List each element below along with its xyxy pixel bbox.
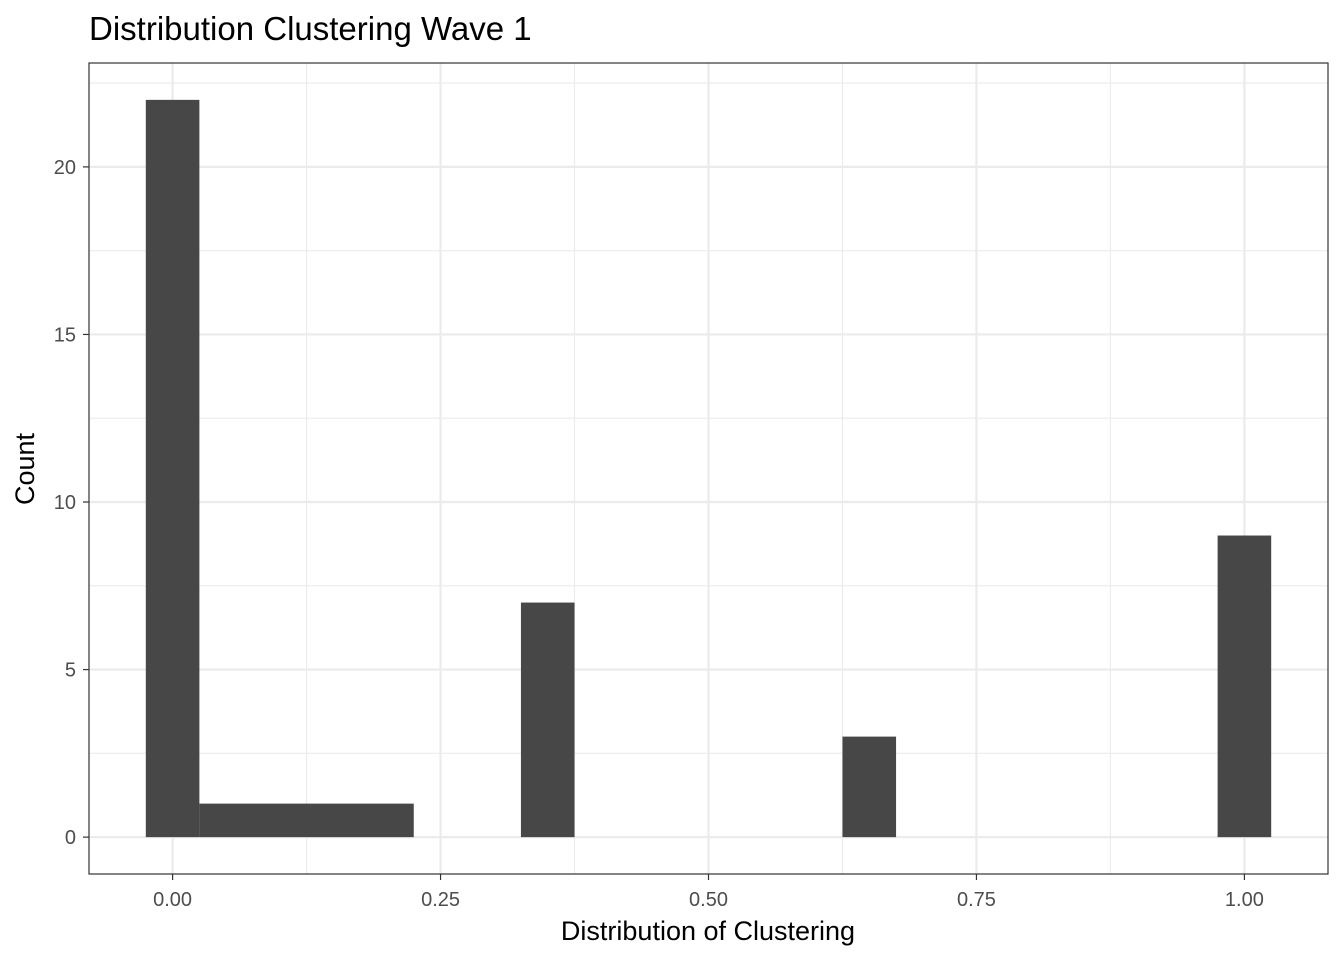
x-axis-title: Distribution of Clustering — [561, 916, 855, 946]
x-tick-label: 0.00 — [153, 889, 192, 911]
histogram-bar — [145, 99, 200, 838]
x-tick-label: 0.75 — [957, 889, 996, 911]
major-gridlines — [89, 63, 1328, 874]
bars — [145, 99, 1272, 838]
histogram-bar — [1217, 535, 1272, 838]
x-tick-label: 0.25 — [421, 889, 460, 911]
y-tick-label: 15 — [54, 324, 76, 346]
histogram-bar — [199, 803, 414, 838]
y-tick-label: 10 — [54, 492, 76, 514]
y-tick-label: 5 — [65, 660, 76, 682]
y-axis: 0 5 10 15 20 — [54, 157, 89, 849]
x-tick-label: 1.00 — [1225, 889, 1264, 911]
y-tick-label: 0 — [65, 827, 76, 849]
chart-title: Distribution Clustering Wave 1 — [89, 10, 532, 47]
y-tick-label: 20 — [54, 157, 76, 179]
y-axis-title: Count — [10, 432, 40, 505]
histogram-bar — [842, 736, 897, 838]
x-axis: 0.00 0.25 0.50 0.75 1.00 — [153, 874, 1264, 911]
x-tick-label: 0.50 — [689, 889, 728, 911]
histogram-bar — [520, 602, 575, 838]
